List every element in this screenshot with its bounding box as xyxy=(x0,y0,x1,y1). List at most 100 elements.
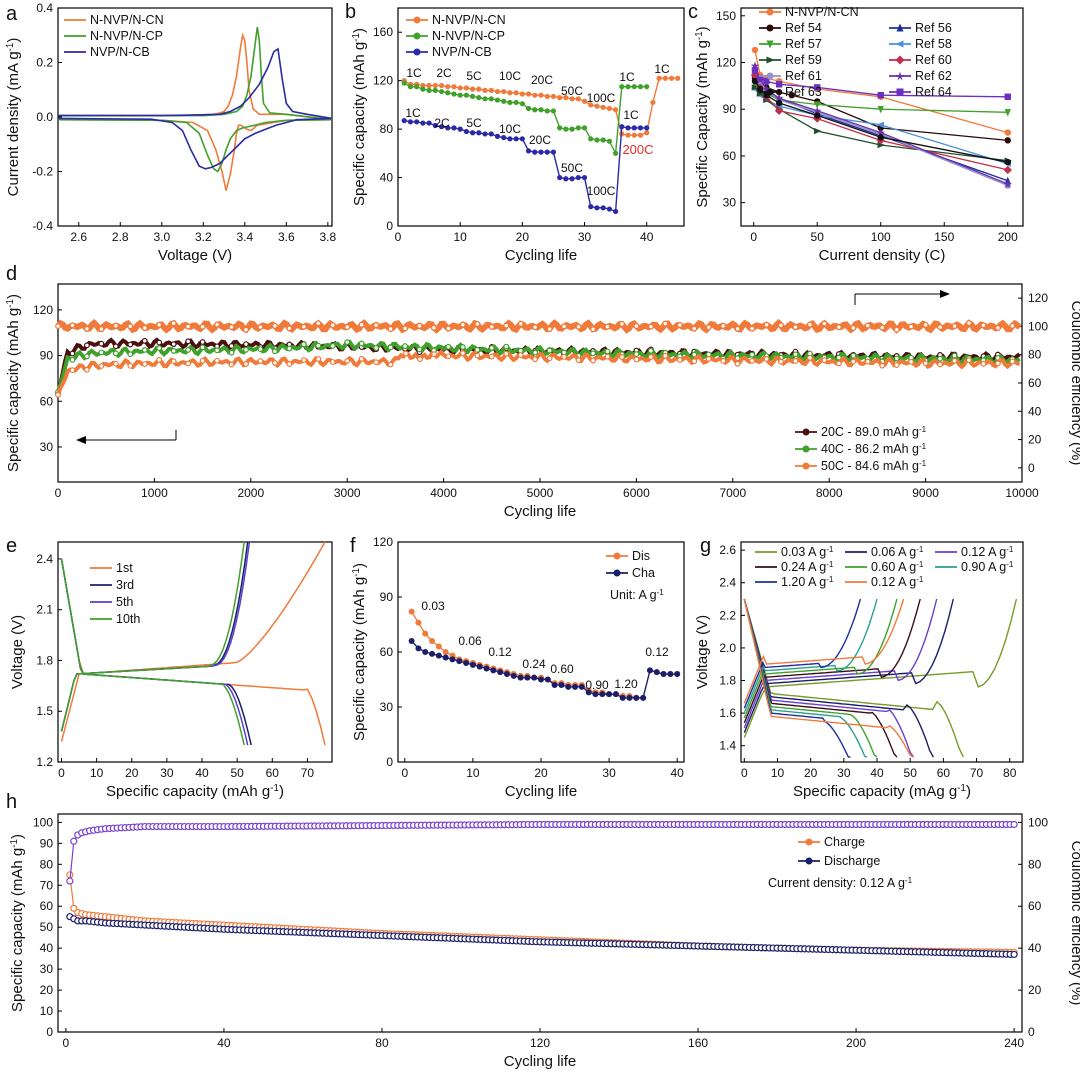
rate-annotation: 5C xyxy=(466,116,482,130)
g-charge-curve-7 xyxy=(743,598,905,704)
rate-f-point xyxy=(510,672,517,679)
cycle-point xyxy=(922,360,929,367)
cycle-point xyxy=(373,345,380,351)
legend-b-0-text: N-NVP/N-CN xyxy=(432,13,506,27)
cycle-point xyxy=(431,351,438,358)
rate-point xyxy=(575,96,581,102)
cycle-point xyxy=(416,346,423,353)
g-charge-curve-6 xyxy=(743,598,862,709)
y-tick-label: 1.4 xyxy=(719,739,736,753)
ref-point xyxy=(774,106,784,115)
legend-e-1-text: 3rd xyxy=(116,578,134,592)
cycle-point xyxy=(185,338,192,345)
rate-point xyxy=(482,96,488,102)
cycle-point xyxy=(387,361,394,368)
rate-f-point xyxy=(531,674,538,681)
x-tick-label: 120 xyxy=(530,1036,550,1050)
cycle-point xyxy=(546,326,553,332)
cycle-point xyxy=(257,358,264,364)
x-axis-label: Cycling life xyxy=(504,1053,577,1070)
cycle-point xyxy=(69,356,76,363)
rate-f-annotation: 1.20 xyxy=(614,677,638,691)
cycle-point xyxy=(141,325,148,331)
y-tick-label: 2.2 xyxy=(719,608,736,622)
cycle-point xyxy=(402,350,409,357)
rate-point xyxy=(494,133,501,139)
rate-annotation: 10C xyxy=(499,69,521,83)
cycle-point xyxy=(749,351,755,358)
rate-point xyxy=(631,84,637,90)
y-tick-label: 90 xyxy=(380,590,394,604)
legend-c-1-text: Ref 54 xyxy=(785,21,822,35)
rate-point xyxy=(426,87,432,93)
g-charge-curve-1 xyxy=(743,598,954,733)
cycle-point xyxy=(243,361,249,367)
rate-point xyxy=(606,138,612,144)
rate-f-line-1 xyxy=(411,640,678,699)
ref-point xyxy=(1003,179,1012,189)
cycle-point xyxy=(127,323,134,330)
y-tick-label: 60 xyxy=(723,149,737,163)
x-tick-label: 240 xyxy=(1004,1036,1024,1050)
rate-f-point xyxy=(408,608,415,615)
rate-annotation: 100C xyxy=(587,91,616,105)
cycle-point xyxy=(575,323,582,330)
cycle-point xyxy=(705,324,712,331)
x-tick-label: 4000 xyxy=(430,486,457,500)
rate-point xyxy=(563,95,569,101)
panel-label-d: d xyxy=(6,263,17,285)
y-tick-label: 50 xyxy=(40,920,54,934)
cycle-point xyxy=(922,321,929,328)
rate-f-point xyxy=(606,691,613,698)
rate-annotation: 1C xyxy=(654,62,670,76)
cycle-point xyxy=(315,342,322,349)
rate-point xyxy=(637,132,644,138)
legend-c-3-marker xyxy=(766,40,774,49)
x-tick-label: 30 xyxy=(160,766,174,780)
rate-point xyxy=(606,206,612,212)
x-tick-label: 6000 xyxy=(623,486,650,500)
rate-point xyxy=(513,90,519,96)
cycle-point xyxy=(619,354,625,360)
rate-point xyxy=(619,124,625,130)
cycle-point xyxy=(112,343,119,350)
y-axis-label: Specific capacity (mAh g-1) xyxy=(351,28,369,206)
legend-b-2-text: NVP/N-CB xyxy=(432,45,492,59)
rate-point xyxy=(519,91,525,97)
rate-point xyxy=(407,84,414,90)
rate-point xyxy=(451,84,457,90)
rate-f-annotation: 0.06 xyxy=(458,634,482,648)
x-tick-label: 20 xyxy=(516,230,530,244)
cycle-point xyxy=(170,341,177,348)
cycle-point xyxy=(445,343,452,350)
charge-curve-3 xyxy=(60,541,245,732)
x-tick-label: 20 xyxy=(125,766,139,780)
cycle-point xyxy=(749,357,755,364)
x-tick-label: 0 xyxy=(395,230,402,244)
rate-f-point xyxy=(429,638,436,644)
rate-point xyxy=(401,80,407,86)
rate-point xyxy=(668,75,675,81)
x-tick-label: 150 xyxy=(934,230,954,244)
cycle-point xyxy=(272,348,278,355)
rate-point xyxy=(525,148,532,154)
x-tick-label: 0 xyxy=(750,230,757,244)
rate-point xyxy=(550,108,557,114)
rate-f-point xyxy=(565,683,572,690)
cycle-point xyxy=(300,341,307,348)
cycle-point xyxy=(243,346,249,353)
cycle-point xyxy=(156,321,163,328)
cycle-point xyxy=(431,324,437,331)
y-tick-label: 2.1 xyxy=(36,603,53,617)
legend-f-0-marker xyxy=(613,552,621,560)
legend-f-1-marker xyxy=(613,569,621,577)
rate-point xyxy=(532,92,538,98)
legend-h-0-text: Charge xyxy=(824,835,865,849)
current-density-note: Current density: 0.12 A g-1 xyxy=(768,876,913,891)
x-tick-label: 3.8 xyxy=(320,230,337,244)
rate-point xyxy=(557,174,563,181)
rate-point xyxy=(594,137,600,143)
rate-f-annotation: 0.60 xyxy=(550,662,574,676)
rate-point xyxy=(482,131,488,137)
cycle-point xyxy=(691,358,698,365)
